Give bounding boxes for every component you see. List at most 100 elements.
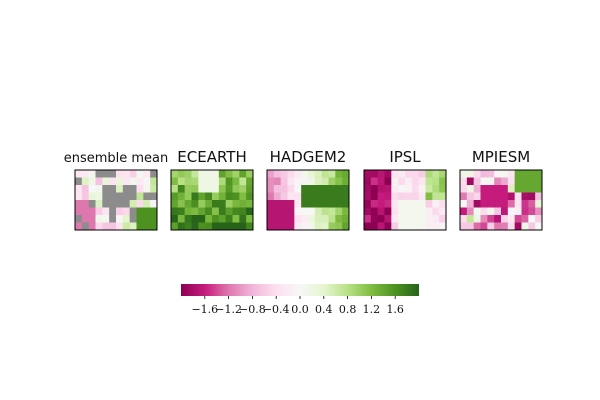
heatmap-cell (294, 192, 302, 201)
heatmap-cell (507, 200, 516, 208)
heatmap-cell (287, 222, 295, 230)
heatmap-cell (405, 222, 413, 230)
heatmap-cell (487, 177, 495, 186)
colorbar: −1.6−1.2−0.8−0.4 0.0 0.4 0.8 1.2 1.6 (181, 284, 419, 316)
heatmap-cell (95, 185, 103, 193)
heatmap-cell (280, 170, 288, 178)
heatmap-cell (88, 192, 96, 201)
heatmap-cell (246, 192, 253, 201)
heatmap-cells (75, 170, 157, 230)
heatmap-cell (102, 170, 110, 178)
heatmap-cell (507, 185, 516, 193)
heatmap-cell (287, 185, 295, 193)
heatmap-cell (411, 192, 420, 201)
heatmap-cell (473, 222, 481, 230)
heatmap-cell (494, 192, 502, 201)
heatmap-cell (494, 170, 502, 178)
heatmap-cell (95, 200, 103, 208)
heatmap-cell (328, 200, 336, 208)
heatmap-cell (122, 215, 131, 223)
heatmap-cell (432, 215, 440, 223)
heatmap-cell (280, 222, 288, 230)
panel-frame (363, 169, 447, 231)
heatmap-cell (129, 170, 137, 178)
heatmap-cell (398, 177, 406, 186)
heatmap-cell (301, 207, 309, 216)
heatmap-cell (205, 207, 213, 216)
heatmap-cells (171, 170, 253, 230)
heatmap-cell (218, 207, 227, 216)
heatmap-cell (377, 185, 385, 193)
heatmap-cell (377, 200, 385, 208)
heatmap-cell (150, 192, 157, 201)
heatmap-cell (439, 222, 446, 230)
heatmap-cell (398, 185, 406, 193)
colorbar-tick-label: −0.4 (263, 303, 290, 316)
heatmap-cell (335, 207, 343, 216)
heatmap-cell (370, 215, 379, 223)
heatmap-cell (177, 200, 186, 208)
heatmap-cell (528, 170, 536, 178)
heatmap-cell (411, 185, 420, 193)
heatmap-cell (116, 222, 124, 230)
heatmap-cell (239, 192, 247, 201)
heatmap-cell (377, 207, 385, 216)
heatmap-cell (301, 215, 309, 223)
heatmap-cell (328, 192, 336, 201)
heatmap-cell (280, 200, 288, 208)
heatmap-cell (205, 200, 213, 208)
heatmap-cell (335, 185, 343, 193)
heatmap-cell (473, 170, 481, 178)
heatmap-cell (81, 222, 90, 230)
heatmap-cell (418, 185, 426, 193)
heatmap-cell (102, 177, 110, 186)
heatmap-cell (384, 200, 392, 208)
heatmap-cell (411, 222, 420, 230)
heatmap-cell (75, 222, 83, 230)
heatmap-cell (116, 177, 124, 186)
heatmap-cell (460, 177, 468, 186)
heatmap-cell (198, 207, 206, 216)
heatmap-cell (136, 192, 144, 201)
heatmap-cell (514, 185, 522, 193)
panel-frame (170, 169, 254, 231)
heatmap-cell (232, 207, 240, 216)
heatmap-cell (507, 215, 516, 223)
heatmap-cell (109, 207, 117, 216)
heatmap-cell (81, 207, 90, 216)
heatmap-cell (294, 207, 302, 216)
heatmap-cell (75, 170, 83, 178)
heatmap-cell (280, 215, 288, 223)
heatmap-cell (102, 222, 110, 230)
panel-title: ECEARTH (177, 148, 246, 166)
heatmap-cell (198, 170, 206, 178)
heatmap-cell (129, 207, 137, 216)
heatmap-cell (528, 207, 536, 216)
heatmap-cell (377, 192, 385, 201)
heatmap-cell (95, 170, 103, 178)
heatmap-cell (273, 222, 282, 230)
heatmap-cell (521, 170, 529, 178)
heatmap-cell (439, 170, 446, 178)
heatmap-cell (528, 192, 536, 201)
heatmap-cell (494, 185, 502, 193)
heatmap-cell (364, 185, 372, 193)
heatmap-cell (287, 192, 295, 201)
heatmap-cell (150, 185, 157, 193)
heatmap-cell (88, 207, 96, 216)
heatmap-cell (439, 200, 446, 208)
heatmap-cell (521, 222, 529, 230)
heatmap-cell (364, 192, 372, 201)
heatmap-cell (239, 185, 247, 193)
heatmap-cell (398, 207, 406, 216)
heatmap-cell (335, 222, 343, 230)
heatmap-cell (314, 207, 323, 216)
heatmap-cell (391, 222, 399, 230)
heatmap-cell (239, 170, 247, 178)
heatmap-cell (439, 185, 446, 193)
heatmap-cell (384, 192, 392, 201)
heatmap-cell (370, 185, 379, 193)
heatmap-cell (432, 200, 440, 208)
heatmap-cell (109, 177, 117, 186)
heatmap-cell (342, 185, 349, 193)
